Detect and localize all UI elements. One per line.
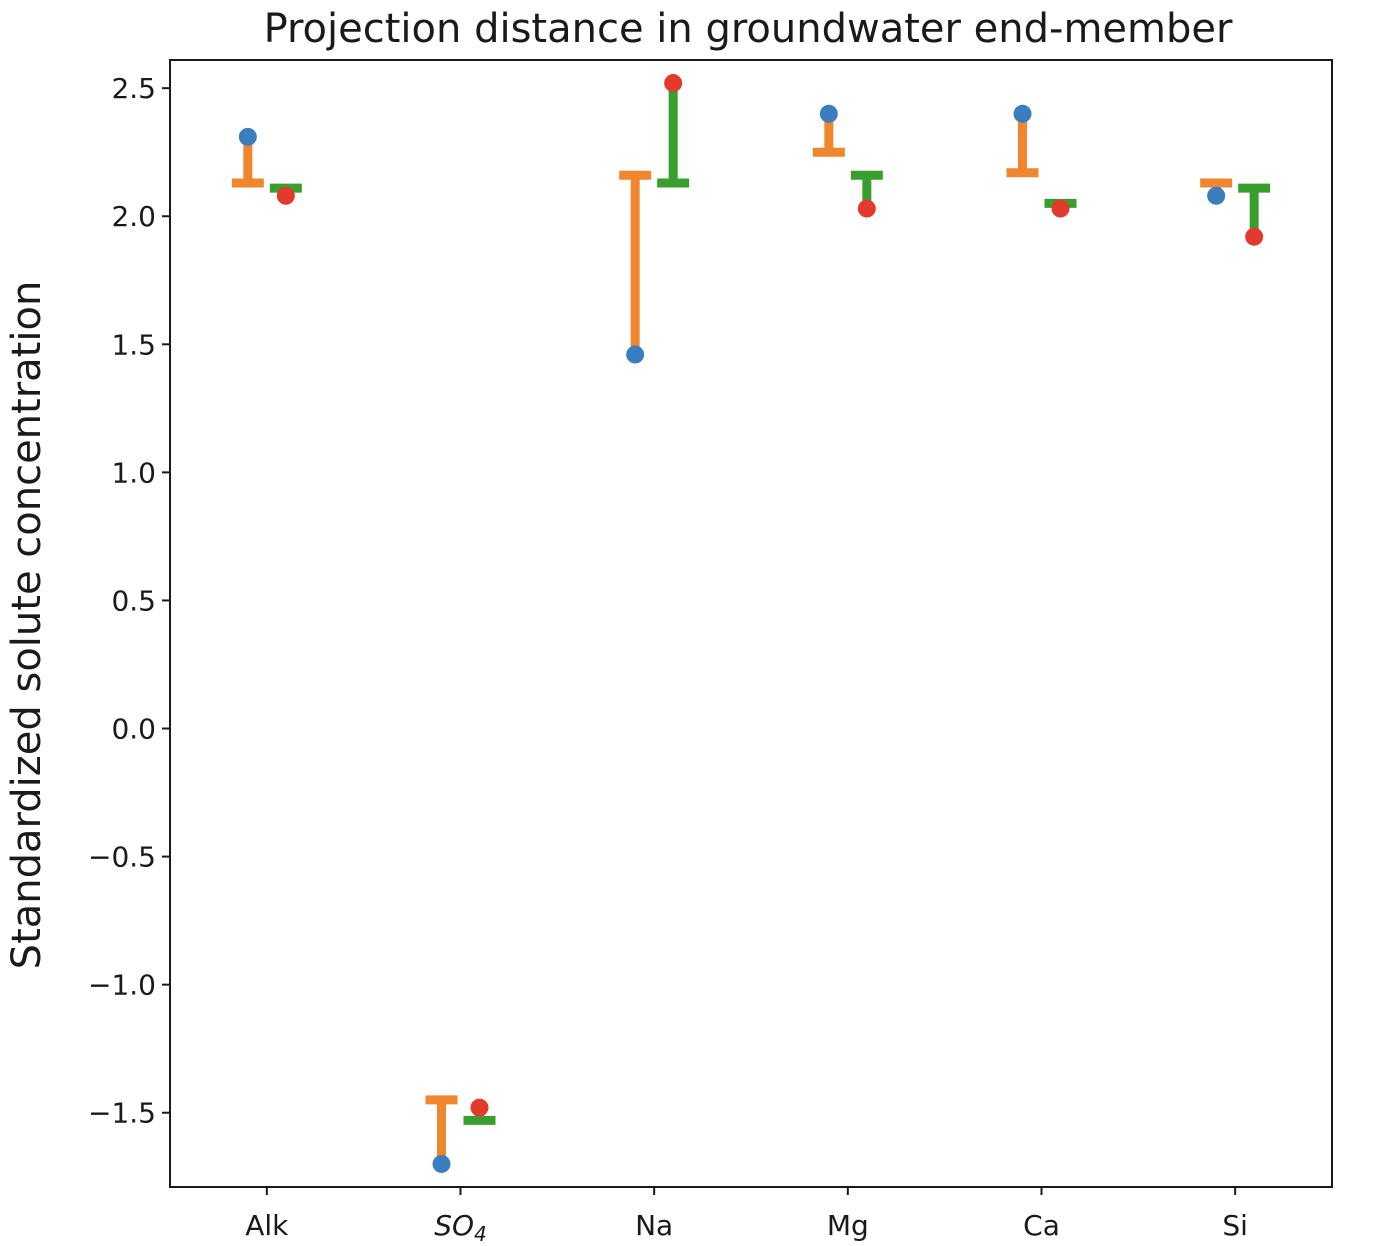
red-point xyxy=(470,1098,489,1117)
red-point xyxy=(276,186,295,205)
x-tick-label: Na xyxy=(635,1209,673,1242)
x-tick-label: Si xyxy=(1222,1209,1248,1242)
blue-point xyxy=(626,345,645,364)
x-tick-label: SO4 xyxy=(434,1209,487,1246)
x-tick-label-text: SO xyxy=(434,1209,474,1242)
red-point xyxy=(664,74,683,93)
x-tick-label: Ca xyxy=(1023,1209,1060,1242)
y-tick-label: −0.5 xyxy=(88,841,156,874)
y-tick-label: 2.0 xyxy=(111,200,156,233)
x-tick-label-text: Na xyxy=(635,1209,673,1242)
y-tick-label: −1.0 xyxy=(88,969,156,1002)
blue-point xyxy=(1013,104,1032,123)
red-point xyxy=(1051,199,1070,218)
chart-title: Projection distance in groundwater end-m… xyxy=(264,6,1233,52)
y-tick-label: 1.5 xyxy=(111,328,156,361)
y-axis-label: Standardized solute concentration xyxy=(4,281,50,970)
red-point xyxy=(1245,227,1264,246)
x-tick-label: Mg xyxy=(827,1209,869,1242)
x-tick-label-text: Mg xyxy=(827,1209,869,1242)
blue-point xyxy=(432,1154,451,1173)
red-point xyxy=(857,199,876,218)
plot-frame xyxy=(169,59,1333,1188)
blue-point xyxy=(819,104,838,123)
x-axis: Alk SO4 Na Mg Ca Si xyxy=(245,1187,1248,1246)
chart-marks xyxy=(231,74,1271,1173)
y-tick-label: 2.5 xyxy=(111,72,156,105)
y-tick-label: 0.0 xyxy=(111,713,156,746)
y-axis: −1.5 −1.0 −0.5 0.0 0.5 1.0 1.5 2.0 2.5 xyxy=(88,72,170,1130)
x-tick-label-text: Alk xyxy=(245,1209,289,1242)
x-tick-label: Alk xyxy=(245,1209,289,1242)
y-tick-label: 0.5 xyxy=(111,584,156,617)
x-tick-label-text: Si xyxy=(1222,1209,1248,1242)
x-tick-label-subscript: 4 xyxy=(474,1222,487,1246)
x-tick-label-text: Ca xyxy=(1023,1209,1060,1242)
y-tick-label: 1.0 xyxy=(111,456,156,489)
blue-point xyxy=(1207,186,1226,205)
y-tick-label: −1.5 xyxy=(88,1097,156,1130)
blue-point xyxy=(238,127,257,146)
